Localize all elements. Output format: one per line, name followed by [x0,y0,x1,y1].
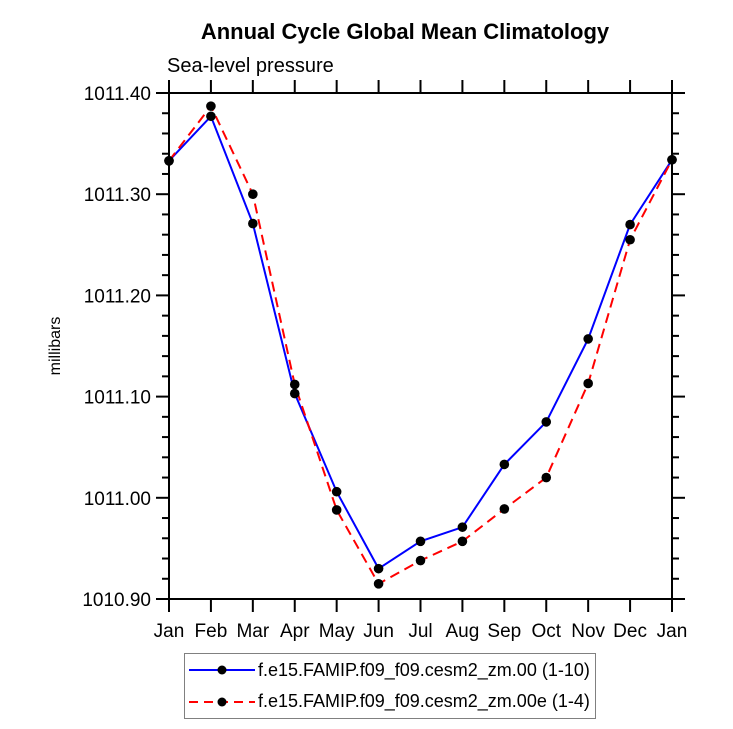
data-point-marker [499,504,510,514]
data-point-marker [373,563,384,574]
data-point-marker [541,417,552,427]
y-tick-label: 1010.90 [82,590,151,611]
data-point-marker [625,234,635,245]
data-point-marker [206,111,216,122]
x-tick-label: Jul [408,621,432,642]
data-point-marker [667,154,677,165]
data-point-marker [206,101,216,111]
x-tick-label: Apr [280,621,310,642]
x-tick-label: Jan [154,621,185,642]
series-line-2 [168,104,673,586]
data-point-marker [415,555,426,566]
legend-label-series2: f.e15.FAMIP.f09_f09.cesm2_zm.00e (1-4) [258,691,590,712]
data-point-marker [331,486,342,497]
data-point-marker [289,379,300,390]
data-point-marker [457,536,468,547]
data-point-marker [625,219,635,230]
x-tick-label: Aug [446,621,480,642]
data-point-marker [541,472,552,483]
y-tick-label: 1011.20 [84,286,151,307]
x-tick-label: Dec [613,621,647,642]
x-tick-label: May [319,621,355,642]
chart-subtitle: Sea-level pressure [167,55,334,77]
legend-marker-dot [217,697,227,707]
y-tick-label: 1011.40 [84,84,151,105]
legend-item-series1: f.e15.FAMIP.f09_f09.cesm2_zm.00 (1-10) [185,655,595,685]
x-tick-label: Sep [487,621,521,642]
legend-line-sample-series2 [189,697,255,707]
data-point-marker [583,378,593,389]
legend-marker-dot [217,665,227,675]
series-line-1 [168,114,673,571]
y-tick-label: 1011.00 [84,489,151,510]
y-tick-label: 1011.10 [84,388,151,409]
x-tick-label: Nov [571,621,605,642]
chart-title: Annual Cycle Global Mean Climatology [200,19,610,44]
plot-frame [168,92,673,600]
data-point-marker [583,334,593,344]
x-tick-label: Oct [531,621,561,642]
x-tick-label: Jan [657,621,688,642]
y-tick-label: 1011.30 [84,185,151,206]
legend-line-sample-series1 [189,665,255,675]
data-point-marker [499,459,510,470]
x-tick-label: Jun [363,621,394,642]
legend-label-series1: f.e15.FAMIP.f09_f09.cesm2_zm.00 (1-10) [258,659,590,680]
data-point-marker [164,156,174,166]
data-point-marker [248,189,258,199]
legend-item-series2: f.e15.FAMIP.f09_f09.cesm2_zm.00e (1-4) [185,687,595,717]
data-point-marker [289,388,300,399]
legend-box: f.e15.FAMIP.f09_f09.cesm2_zm.00 (1-10) f… [184,653,596,719]
x-tick-label: Mar [236,621,269,642]
data-point-marker [331,505,342,515]
x-tick-label: Feb [195,621,228,642]
data-point-marker [457,522,468,532]
data-point-marker [415,536,426,547]
data-point-marker [373,579,384,589]
data-point-marker [248,218,258,229]
